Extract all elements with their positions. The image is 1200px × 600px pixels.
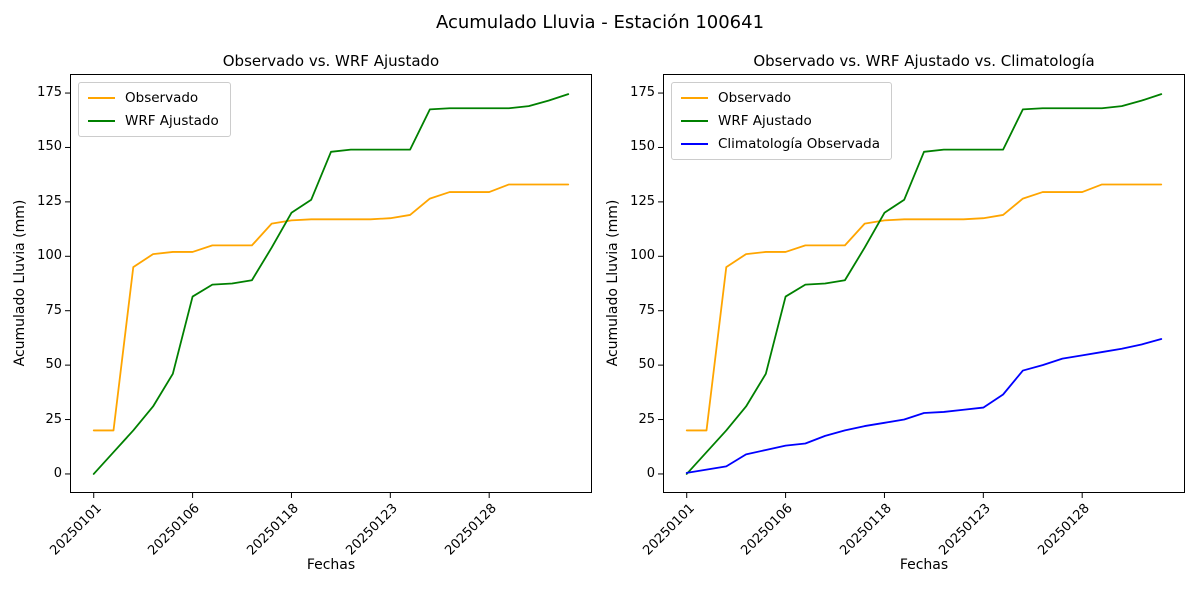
legend-label: WRF Ajustado — [718, 113, 812, 129]
legend-item-observado: Observado — [88, 90, 219, 106]
y-tick-label: 50 — [638, 357, 655, 373]
legend: Observado WRF Ajustado Climatología Observ… — [671, 82, 892, 160]
y-tick-label: 75 — [45, 302, 62, 318]
subplot1-x-axis-label: Fechas — [306, 557, 356, 573]
legend-line-swatch — [88, 120, 115, 122]
subplot1-title: Observado vs. WRF Ajustado — [222, 52, 440, 70]
climatologia-observada-line — [685, 338, 1163, 474]
plot-area — [658, 74, 1185, 498]
legend-line-swatch — [681, 97, 708, 99]
axes-frame — [70, 74, 592, 493]
legend-line-swatch — [681, 120, 708, 122]
y-tick-label: 25 — [638, 411, 655, 427]
y-tick-label: 50 — [45, 357, 62, 373]
y-tick-label: 175 — [37, 85, 62, 101]
y-tick-label: 0 — [646, 465, 655, 481]
legend-label: Observado — [718, 90, 792, 106]
legend: Observado WRF Ajustado — [78, 82, 231, 137]
y-tick-label: 25 — [45, 411, 62, 427]
legend-line-swatch — [88, 97, 115, 99]
y-tick-label: 125 — [37, 193, 62, 209]
y-tick-label: 175 — [630, 85, 655, 101]
subplot2-x-axis-label: Fechas — [899, 557, 949, 573]
legend-item-climatologia-observada: Climatología Observada — [681, 136, 880, 152]
wrf-ajustado-line — [92, 93, 570, 475]
legend-label: WRF Ajustado — [125, 113, 219, 129]
legend-item-wrf-ajustado: WRF Ajustado — [681, 113, 880, 129]
y-tick-label: 75 — [638, 302, 655, 318]
observado-line — [92, 183, 570, 432]
subplot1-axes: 20250101 20250106 20250118 20250123 20250128… — [37, 74, 592, 558]
y-tick-label: 150 — [630, 139, 655, 155]
axes-frame — [663, 74, 1185, 493]
subplot1-y-axis-label: Acumulado Lluvia (mm) — [12, 199, 28, 367]
subplot2-axes: 20250101 20250106 20250118 20250123 20250128… — [630, 74, 1185, 558]
plot-area — [65, 74, 592, 498]
legend-label: Climatología Observada — [718, 136, 880, 152]
observado-line — [685, 183, 1163, 432]
subplot2-y-axis-label: Acumulado Lluvia (mm) — [605, 199, 621, 367]
y-tick-label: 125 — [630, 193, 655, 209]
y-tick-label: 0 — [53, 465, 62, 481]
figure-title: Acumulado Lluvia - Estación 100641 — [435, 12, 765, 33]
legend-item-wrf-ajustado: WRF Ajustado — [88, 113, 219, 129]
legend-item-observado: Observado — [681, 90, 880, 106]
wrf-ajustado-line — [685, 93, 1163, 475]
y-tick-label: 100 — [37, 248, 62, 264]
y-tick-label: 100 — [630, 248, 655, 264]
subplot2-title: Observado vs. WRF Ajustado vs. Climatolo… — [753, 52, 1095, 70]
y-tick-label: 150 — [37, 139, 62, 155]
legend-line-swatch — [681, 143, 708, 145]
legend-label: Observado — [125, 90, 199, 106]
